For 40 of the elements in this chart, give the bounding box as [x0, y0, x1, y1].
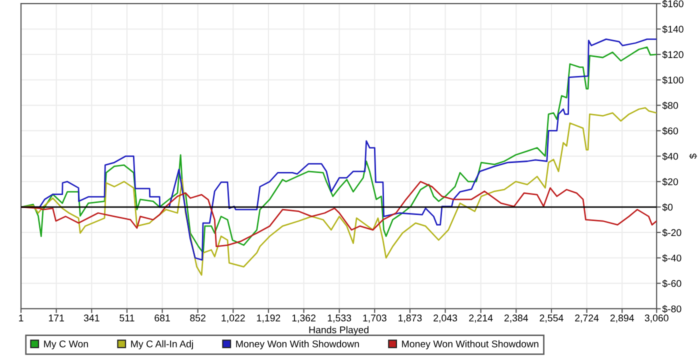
- x-tick-label: 1,703: [363, 314, 386, 323]
- y-tick-label: $140: [662, 25, 684, 34]
- x-tick-label: 2,894: [610, 314, 634, 323]
- x-tick-label: 681: [154, 314, 170, 322]
- x-tick-label: 2,214: [469, 314, 493, 323]
- x-tick-label: 1,533: [328, 314, 352, 323]
- x-tick-label: 1,873: [398, 314, 422, 323]
- x-tick-label: 2,554: [540, 314, 564, 323]
- legend-label: My C Won: [44, 340, 88, 350]
- x-tick-label: 2,043: [434, 314, 458, 323]
- y-tick-label: $-40: [662, 254, 682, 262]
- x-tick-label: 3,060: [644, 314, 668, 323]
- x-axis-title: Hands Played: [309, 326, 368, 336]
- y-axis-title: $: [689, 154, 698, 159]
- y-tick-label: $120: [662, 50, 684, 59]
- y-tick-label: $80: [662, 102, 678, 110]
- x-tick-label: 1,192: [257, 314, 280, 323]
- x-tick-label: 341: [84, 314, 100, 322]
- x-tick-label: 171: [48, 314, 64, 322]
- legend-label: My C All-In Adj: [131, 340, 193, 350]
- y-tick-label: $20: [662, 178, 678, 186]
- x-tick-label: 511: [120, 314, 134, 322]
- line-series: [21, 180, 657, 248]
- line-series: [21, 107, 657, 276]
- x-tick-label: 2,384: [504, 314, 528, 323]
- x-tick-label: 1: [19, 314, 24, 322]
- x-tick-label: 1,022: [222, 314, 245, 323]
- y-tick-label: $40: [662, 152, 678, 160]
- y-tick-label: $-20: [662, 228, 682, 237]
- y-tick-label: $160: [662, 0, 684, 8]
- legend-label: Money Won With Showdown: [236, 340, 359, 350]
- x-tick-label: 2,724: [575, 314, 599, 323]
- y-tick-label: $100: [662, 76, 684, 84]
- legend-label: Money Won Without Showdown: [402, 340, 538, 350]
- y-tick-label: $0: [662, 203, 673, 212]
- x-tick-label: 1,362: [292, 314, 316, 323]
- y-tick-label: $60: [662, 127, 678, 135]
- x-tick-label: 852: [190, 314, 206, 322]
- y-tick-label: $-60: [662, 280, 682, 288]
- y-tick-label: $-80: [662, 305, 682, 313]
